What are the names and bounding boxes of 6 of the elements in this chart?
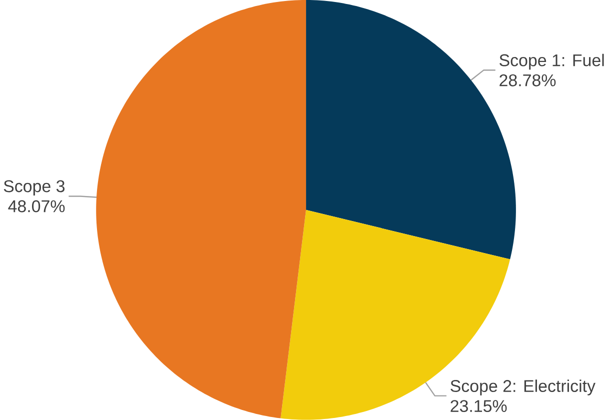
data-label: 28.78% (500, 74, 556, 86)
data-label: 48.07% (8, 200, 65, 212)
slice-label: Scope 3 (4, 180, 65, 196)
slice-label: Scope 1: Fuel (500, 54, 604, 70)
data-label: 23.15% (450, 400, 507, 412)
slice-label: Scope 2: Electricity (450, 380, 596, 396)
